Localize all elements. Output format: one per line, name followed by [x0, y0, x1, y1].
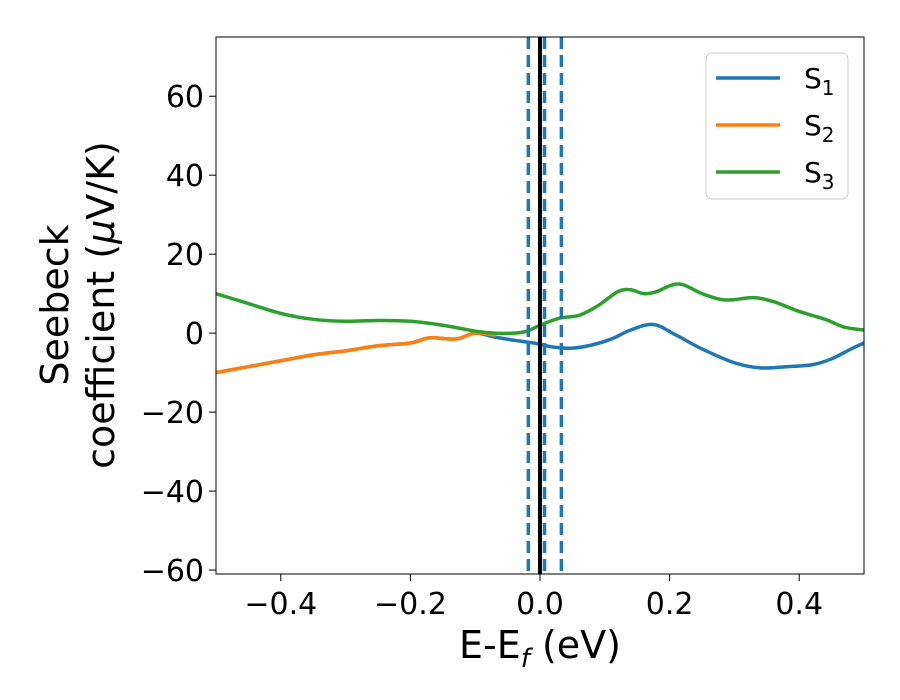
legend-label-s2: S2 [804, 109, 835, 147]
y-tick-label: −20 [141, 396, 204, 431]
x-tick-label: 0.2 [646, 587, 694, 622]
reference-lines [526, 37, 564, 574]
y-tick-label: −40 [141, 475, 204, 510]
x-tick-label: 0.0 [516, 587, 564, 622]
legend: S1 S2 S3 [705, 52, 849, 200]
series-line-s2 [216, 331, 497, 375]
x-axis-label: E-Ef (eV) [459, 623, 621, 674]
svg-text:Seebeck: Seebeck [33, 224, 77, 385]
y-tick-label: 40 [166, 159, 204, 194]
y-axis: −60 −40 −20 0 20 40 60 [141, 80, 216, 589]
x-tick-label: −0.4 [244, 587, 317, 622]
x-axis: −0.4 −0.2 0.0 0.2 0.4 [244, 574, 823, 622]
legend-label-s3: S3 [804, 156, 835, 194]
x-tick-label: 0.4 [775, 587, 823, 622]
legend-label-s1: S1 [804, 62, 835, 100]
y-axis-label: Seebeck coefficient (μV/K) [33, 141, 123, 469]
x-tick-label: −0.2 [374, 587, 447, 622]
y-tick-label: −60 [141, 554, 204, 589]
series-line-s3 [216, 282, 864, 336]
svg-text:coefficient (μV/K): coefficient (μV/K) [79, 141, 123, 469]
y-tick-label: 0 [185, 317, 204, 352]
y-tick-label: 60 [166, 80, 204, 115]
y-tick-label: 20 [166, 238, 204, 273]
